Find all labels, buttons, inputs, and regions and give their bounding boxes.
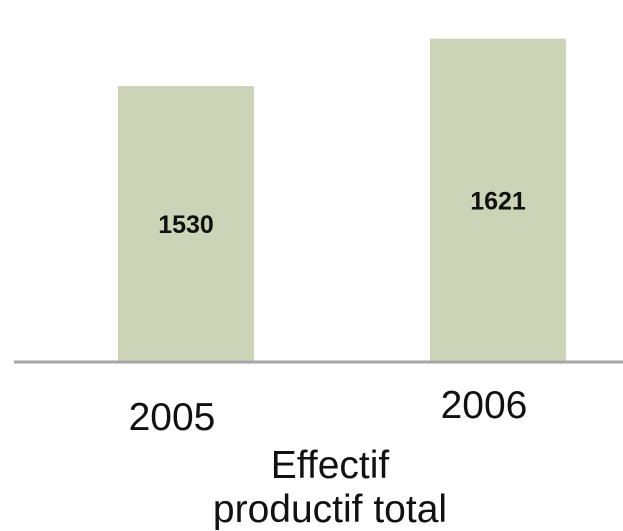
- chart-title-line-1: Effectif: [271, 444, 390, 487]
- chart-title-line-2: productif total: [213, 488, 447, 531]
- data-label-2006: 1621: [470, 187, 526, 215]
- data-labels-layer: 1530 1621: [158, 187, 526, 239]
- bar-2006: [430, 38, 566, 362]
- category-label-2006: 2006: [441, 384, 528, 427]
- category-labels-layer: 2005 2006: [129, 384, 528, 439]
- data-label-2005: 1530: [158, 211, 214, 239]
- category-label-2005: 2005: [129, 396, 216, 439]
- bar-2005: [118, 86, 254, 363]
- bars-layer: [118, 38, 566, 363]
